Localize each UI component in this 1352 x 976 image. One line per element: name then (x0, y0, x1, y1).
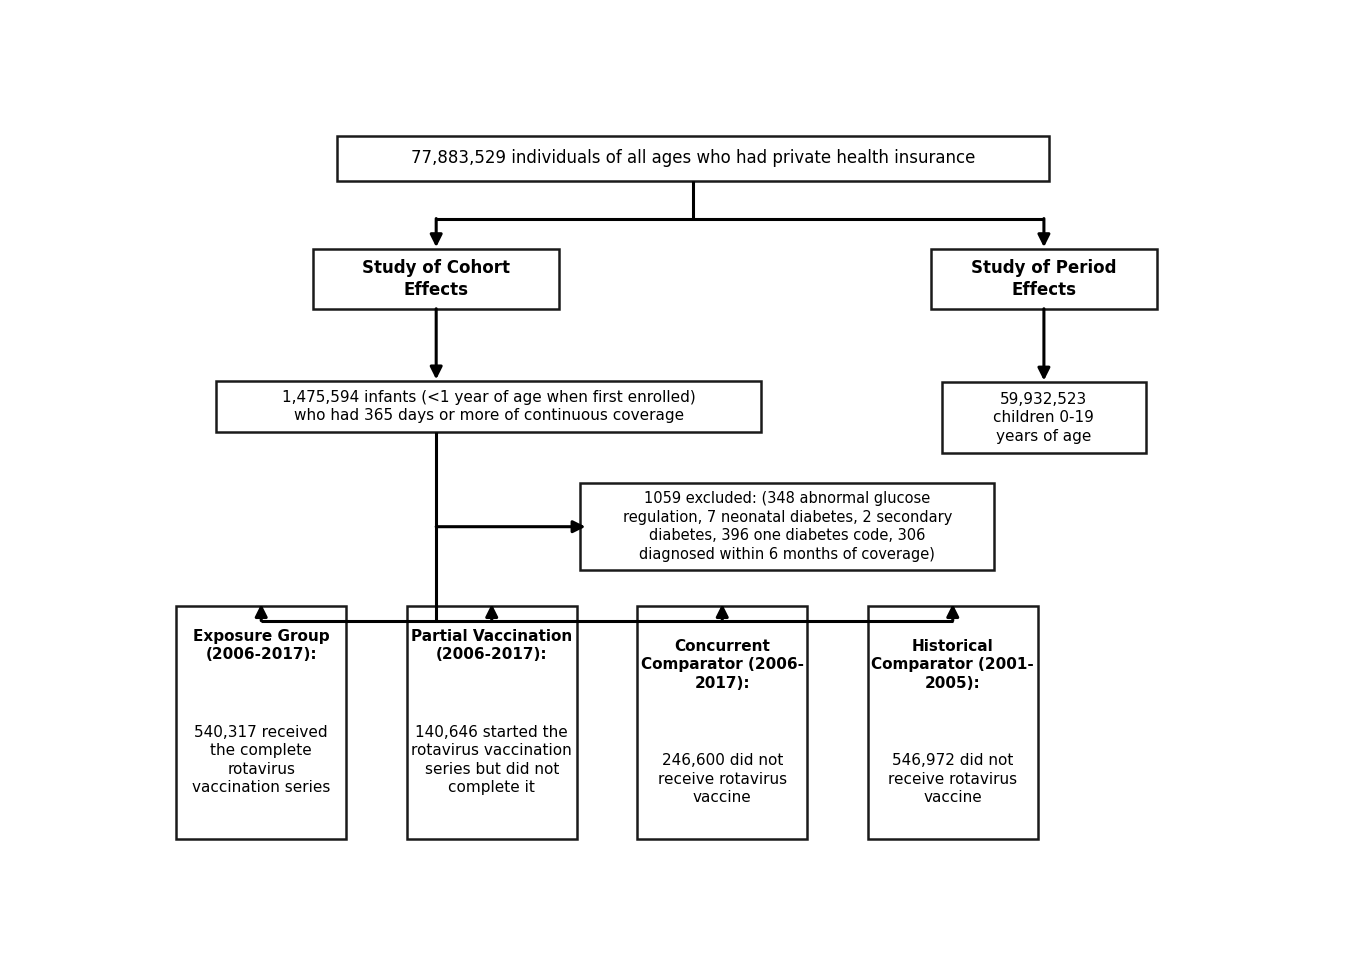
FancyBboxPatch shape (176, 605, 346, 838)
Text: 246,600 did not
receive rotavirus
vaccine: 246,600 did not receive rotavirus vaccin… (657, 753, 787, 805)
Text: 540,317 received
the complete
rotavirus
vaccination series: 540,317 received the complete rotavirus … (192, 724, 330, 795)
FancyBboxPatch shape (868, 605, 1037, 838)
Text: Study of Cohort
Effects: Study of Cohort Effects (362, 259, 510, 299)
Text: 59,932,523
children 0-19
years of age: 59,932,523 children 0-19 years of age (994, 391, 1094, 444)
Text: 1059 excluded: (348 abnormal glucose
regulation, 7 neonatal diabetes, 2 secondar: 1059 excluded: (348 abnormal glucose reg… (622, 491, 952, 562)
Text: Exposure Group
(2006-2017):: Exposure Group (2006-2017): (193, 629, 330, 662)
Text: 1,475,594 infants (<1 year of age when first enrolled)
who had 365 days or more : 1,475,594 infants (<1 year of age when f… (281, 389, 695, 424)
FancyBboxPatch shape (580, 483, 994, 570)
Text: 140,646 started the
rotavirus vaccination
series but did not
complete it: 140,646 started the rotavirus vaccinatio… (411, 724, 572, 795)
Text: Partial Vaccination
(2006-2017):: Partial Vaccination (2006-2017): (411, 629, 572, 662)
FancyBboxPatch shape (942, 382, 1146, 454)
FancyBboxPatch shape (407, 605, 576, 838)
FancyBboxPatch shape (932, 249, 1156, 308)
Text: Concurrent
Comparator (2006-
2017):: Concurrent Comparator (2006- 2017): (641, 638, 803, 691)
FancyBboxPatch shape (337, 136, 1049, 181)
FancyBboxPatch shape (314, 249, 560, 308)
Text: 77,883,529 individuals of all ages who had private health insurance: 77,883,529 individuals of all ages who h… (411, 149, 975, 168)
FancyBboxPatch shape (216, 381, 761, 432)
FancyBboxPatch shape (637, 605, 807, 838)
Text: Study of Period
Effects: Study of Period Effects (971, 259, 1117, 299)
Text: 546,972 did not
receive rotavirus
vaccine: 546,972 did not receive rotavirus vaccin… (888, 753, 1017, 805)
Text: Historical
Comparator (2001-
2005):: Historical Comparator (2001- 2005): (872, 638, 1034, 691)
